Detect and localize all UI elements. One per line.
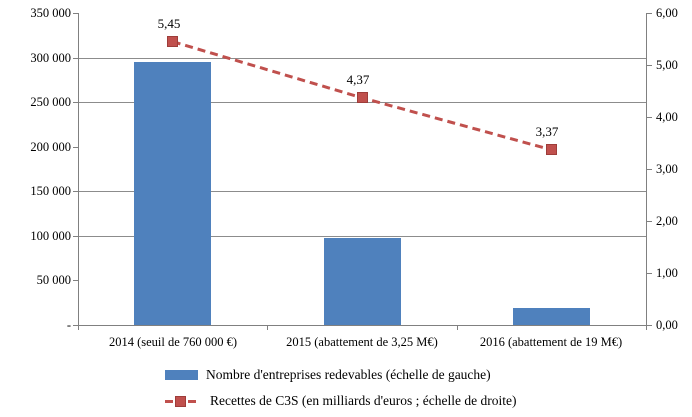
data-label: 3,37 <box>535 124 559 139</box>
legend: Nombre d'entreprises redevables (échelle… <box>165 362 516 414</box>
gridline <box>78 236 646 237</box>
left-axis-tick-label: 200 000 <box>30 140 71 154</box>
gridline <box>78 58 646 59</box>
x-axis-line <box>78 325 647 326</box>
category-label: 2014 (seuil de 760 000 €) <box>108 335 238 349</box>
left-axis-tick-label: 150 000 <box>30 184 71 198</box>
right-axis-tick <box>647 13 652 14</box>
left-axis-tick <box>73 325 78 326</box>
category-boundary-tick <box>78 325 79 330</box>
right-axis-tick <box>647 117 652 118</box>
left-axis-tick-label: - <box>66 318 71 332</box>
left-axis-tick-label: 100 000 <box>30 229 71 243</box>
data-label: 5,45 <box>157 16 181 31</box>
data-label: 4,37 <box>346 72 370 87</box>
right-axis-tick <box>647 221 652 222</box>
category-boundary-tick <box>646 325 647 330</box>
right-axis-tick-label: 4,00 <box>656 110 678 124</box>
legend-label: Recettes de C3S (en milliards d'euros ; … <box>210 393 517 408</box>
right-axis-tick <box>647 325 652 326</box>
right-axis-tick-label: 6,00 <box>656 6 678 20</box>
gridline <box>78 191 646 192</box>
category-boundary-tick <box>267 325 268 330</box>
category-boundary-tick <box>457 325 458 330</box>
bar <box>134 62 211 325</box>
left-axis-line <box>78 13 79 330</box>
category-label: 2015 (abattement de 3,25 M€) <box>286 335 438 349</box>
left-axis-tick <box>73 102 78 103</box>
right-axis-tick-label: 0,00 <box>656 318 678 332</box>
right-axis-tick-label: 3,00 <box>656 162 678 176</box>
right-axis-tick <box>647 169 652 170</box>
right-axis-tick-label: 5,00 <box>656 58 678 72</box>
line-marker <box>167 36 178 47</box>
bar <box>513 308 590 325</box>
left-axis-tick-label: 300 000 <box>30 51 71 65</box>
left-axis-tick <box>73 236 78 237</box>
bar <box>324 238 401 325</box>
left-axis-tick-label: 350 000 <box>30 6 71 20</box>
left-axis-tick-label: 50 000 <box>36 273 71 287</box>
legend-item: Nombre d'entreprises redevables (échelle… <box>165 362 516 388</box>
legend-bar-swatch-icon <box>165 370 198 380</box>
left-axis-tick-label: 250 000 <box>30 95 71 109</box>
legend-label: Nombre d'entreprises redevables (échelle… <box>206 367 491 382</box>
left-axis-tick <box>73 191 78 192</box>
right-axis-tick-label: 2,00 <box>656 214 678 228</box>
legend-item: Recettes de C3S (en milliards d'euros ; … <box>165 388 516 414</box>
legend-dashed-line-marker-icon <box>165 395 202 407</box>
left-axis-tick <box>73 13 78 14</box>
line-marker <box>357 92 368 103</box>
right-axis-tick <box>647 273 652 274</box>
category-label: 2016 (abattement de 19 M€) <box>479 335 623 349</box>
line-marker <box>546 144 557 155</box>
right-axis-line <box>646 13 647 330</box>
left-axis-tick <box>73 58 78 59</box>
left-axis-tick <box>73 147 78 148</box>
right-axis-tick-label: 1,00 <box>656 266 678 280</box>
left-axis-tick <box>73 280 78 281</box>
right-axis-tick <box>647 65 652 66</box>
